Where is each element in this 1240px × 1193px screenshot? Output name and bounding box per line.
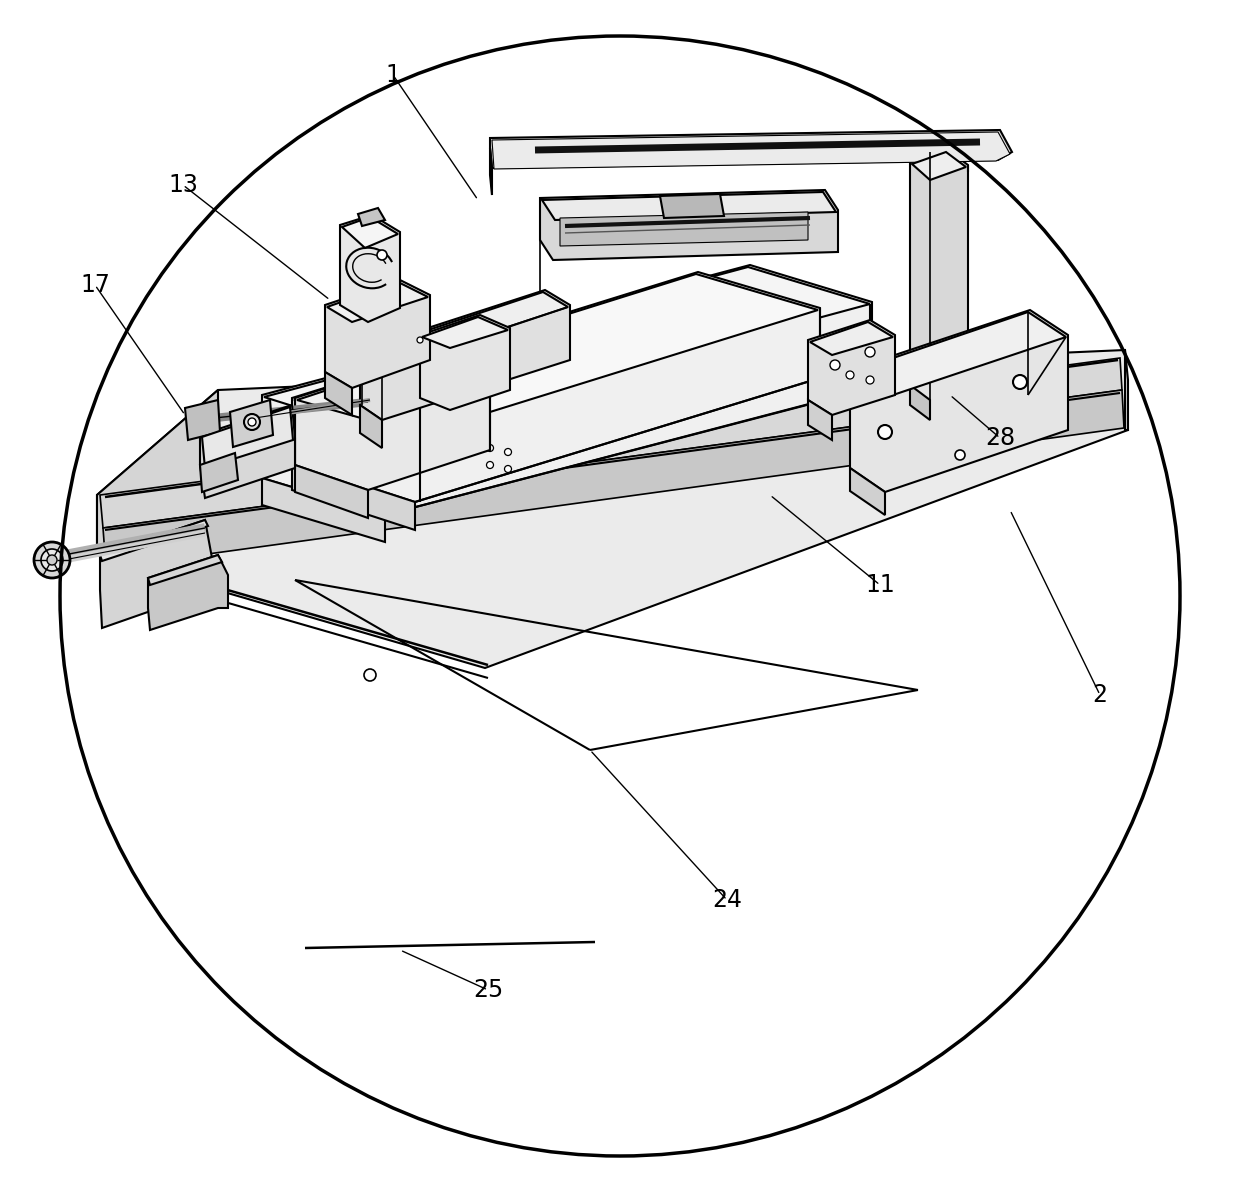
Polygon shape xyxy=(100,358,1122,528)
Polygon shape xyxy=(660,194,724,218)
Polygon shape xyxy=(340,215,401,322)
Polygon shape xyxy=(200,404,295,497)
Polygon shape xyxy=(560,212,808,246)
Polygon shape xyxy=(262,265,872,515)
Polygon shape xyxy=(327,282,428,322)
Circle shape xyxy=(830,360,839,370)
Circle shape xyxy=(445,329,451,335)
Circle shape xyxy=(60,36,1180,1156)
Polygon shape xyxy=(360,404,382,449)
Circle shape xyxy=(377,251,387,260)
Polygon shape xyxy=(542,192,836,220)
Text: 17: 17 xyxy=(81,273,110,297)
Circle shape xyxy=(866,347,875,357)
Circle shape xyxy=(244,414,260,429)
Polygon shape xyxy=(202,407,293,468)
Circle shape xyxy=(1013,375,1027,389)
Polygon shape xyxy=(810,322,893,356)
Polygon shape xyxy=(97,390,218,555)
Circle shape xyxy=(846,371,854,379)
Text: 28: 28 xyxy=(985,426,1016,450)
Polygon shape xyxy=(325,280,430,388)
Circle shape xyxy=(955,450,965,460)
Circle shape xyxy=(486,445,494,451)
Polygon shape xyxy=(420,315,510,410)
Polygon shape xyxy=(295,465,368,518)
Polygon shape xyxy=(362,292,568,367)
Polygon shape xyxy=(422,317,508,348)
Text: 11: 11 xyxy=(866,573,895,596)
Circle shape xyxy=(486,462,494,469)
Circle shape xyxy=(365,669,376,681)
Polygon shape xyxy=(97,350,1128,668)
Polygon shape xyxy=(185,400,219,440)
Text: 1: 1 xyxy=(386,63,401,87)
Polygon shape xyxy=(295,358,490,490)
Circle shape xyxy=(47,555,57,565)
Circle shape xyxy=(41,549,63,571)
Polygon shape xyxy=(849,310,1068,492)
Circle shape xyxy=(472,322,479,328)
Polygon shape xyxy=(262,478,384,542)
Circle shape xyxy=(866,376,874,384)
Circle shape xyxy=(33,542,69,577)
Polygon shape xyxy=(294,274,818,435)
Polygon shape xyxy=(100,520,212,628)
Polygon shape xyxy=(910,385,930,420)
Polygon shape xyxy=(849,468,885,515)
Circle shape xyxy=(248,418,255,426)
Circle shape xyxy=(505,465,511,472)
Polygon shape xyxy=(229,400,273,447)
Polygon shape xyxy=(852,313,1066,397)
Polygon shape xyxy=(490,148,492,194)
Circle shape xyxy=(505,449,511,456)
Text: 24: 24 xyxy=(712,888,742,911)
Text: 25: 25 xyxy=(472,978,503,1002)
Polygon shape xyxy=(539,190,838,260)
Polygon shape xyxy=(148,555,228,630)
Text: 13: 13 xyxy=(169,173,198,197)
Polygon shape xyxy=(264,267,870,435)
Polygon shape xyxy=(360,290,570,420)
Polygon shape xyxy=(808,400,832,440)
Polygon shape xyxy=(325,372,352,415)
Circle shape xyxy=(417,336,423,344)
Polygon shape xyxy=(910,150,968,400)
Polygon shape xyxy=(358,208,384,225)
Polygon shape xyxy=(1125,350,1128,429)
Polygon shape xyxy=(148,555,222,585)
Polygon shape xyxy=(200,453,238,492)
Text: 2: 2 xyxy=(1092,684,1107,707)
Polygon shape xyxy=(291,272,820,502)
Circle shape xyxy=(878,425,892,439)
Polygon shape xyxy=(342,217,398,248)
Polygon shape xyxy=(808,320,895,415)
Polygon shape xyxy=(100,520,208,561)
Polygon shape xyxy=(298,360,489,420)
Polygon shape xyxy=(490,130,1012,168)
Polygon shape xyxy=(103,390,1123,568)
Circle shape xyxy=(149,534,161,546)
Polygon shape xyxy=(492,132,1011,169)
Polygon shape xyxy=(911,152,966,180)
Polygon shape xyxy=(291,462,415,530)
